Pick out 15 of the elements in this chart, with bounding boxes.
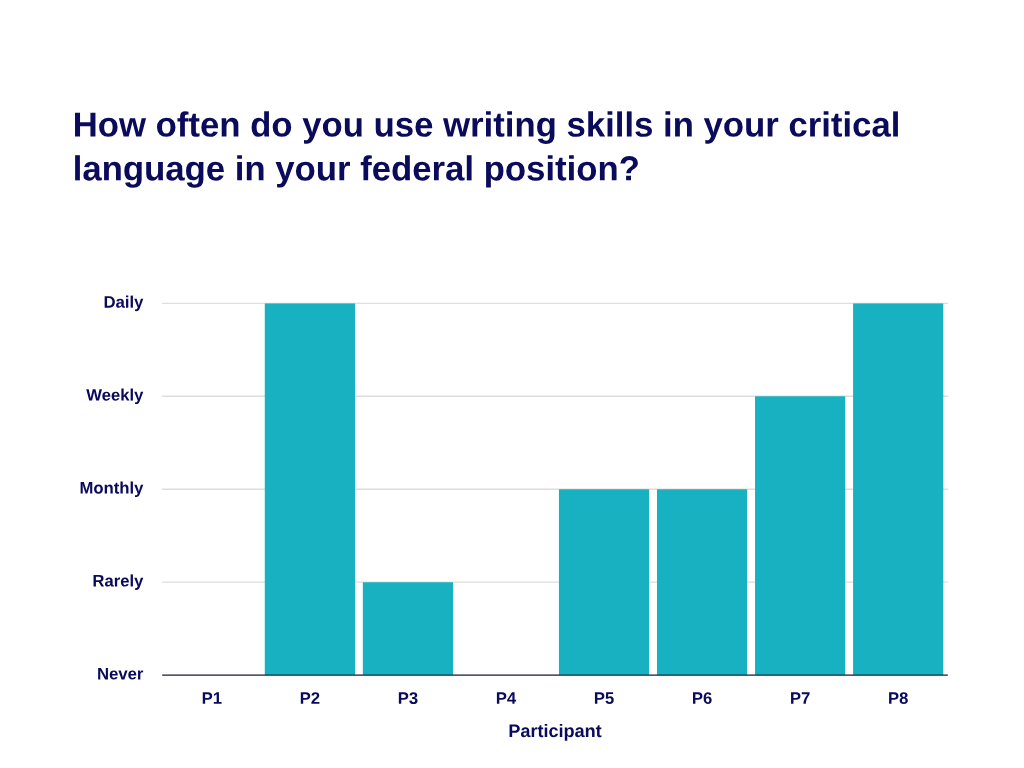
x-tick-label: P7 <box>791 692 810 704</box>
x-tick-label: P3 <box>398 692 418 704</box>
ref-line-label: Rarely <box>93 574 144 590</box>
x-tick-label: P2 <box>300 692 320 704</box>
ref-line-label: Monthly <box>80 481 144 497</box>
ref-line-label: Weekly <box>86 388 144 405</box>
x-tick-label: P6 <box>693 692 712 704</box>
chart-title: How often do you use writing skills in your critical language in your federal position? <box>75 111 898 188</box>
ref-line-label: Never <box>98 667 144 680</box>
x-tick-label: P1 <box>202 692 222 704</box>
x-tick-label: P5 <box>594 692 614 704</box>
ref-line-label: Daily <box>104 295 144 312</box>
x-tick-label: P4 <box>496 692 517 704</box>
x-tick-label: P8 <box>889 692 908 704</box>
x-axis-title: Participant <box>509 723 602 741</box>
